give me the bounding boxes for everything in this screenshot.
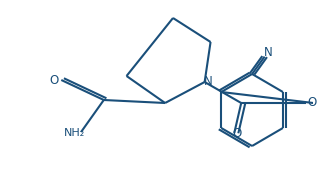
Text: O: O	[232, 127, 242, 140]
Text: O: O	[50, 73, 59, 86]
Text: NH₂: NH₂	[63, 128, 85, 138]
Text: O: O	[307, 97, 317, 109]
Text: N: N	[264, 46, 273, 59]
Text: N: N	[204, 75, 212, 88]
